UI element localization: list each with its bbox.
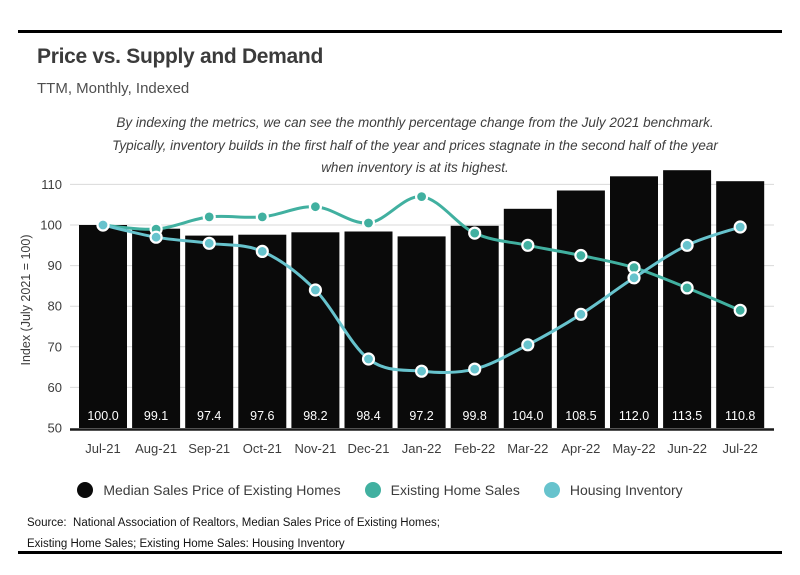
bar-label-jan-22: 97.2 — [409, 409, 433, 423]
legend-item-existing-home-sales: Existing Home Sales — [364, 482, 520, 498]
marker-existing-home-sales-oct-21 — [255, 210, 269, 224]
marker-housing-inventory-nov-21 — [308, 283, 322, 297]
bar-label-nov-21: 98.2 — [303, 409, 327, 423]
chart-annotation: By indexing the metrics, we can see the … — [70, 112, 760, 180]
bar-jan-22 — [397, 236, 446, 428]
x-tick-oct-21: Oct-21 — [243, 441, 282, 456]
marker-housing-inventory-may-22 — [627, 271, 641, 285]
bar-label-jul-21: 100.0 — [87, 409, 118, 423]
marker-housing-inventory-jan-22 — [415, 364, 429, 378]
annotation-line-3: when inventory is at its highest. — [321, 160, 509, 175]
bar-label-apr-22: 108.5 — [565, 409, 596, 423]
marker-existing-home-sales-apr-22 — [574, 248, 588, 263]
chart-subtitle: TTM, Monthly, Indexed — [37, 80, 190, 97]
bar-label-mar-22: 104.0 — [512, 409, 543, 423]
annotation-line-1: By indexing the metrics, we can see the … — [116, 115, 714, 130]
bar-label-oct-21: 97.6 — [250, 409, 274, 423]
bar-label-dec-21: 98.4 — [356, 409, 380, 423]
bar-label-jun-22: 113.5 — [672, 409, 702, 423]
marker-housing-inventory-jul-22 — [733, 220, 747, 234]
legend-dot-existing-home-sales-icon — [364, 482, 381, 498]
x-tick-jul-21: Jul-21 — [85, 441, 120, 456]
legend-dot-housing-inventory-icon — [543, 482, 560, 498]
x-tick-mar-22: Mar-22 — [507, 441, 548, 456]
y-tick-80: 80 — [48, 299, 62, 314]
page-title: Price vs. Supply and Demand — [37, 45, 323, 68]
legend-label-housing-inventory: Housing Inventory — [569, 482, 683, 498]
x-tick-aug-21: Aug-21 — [135, 441, 177, 456]
bar-feb-22 — [450, 225, 499, 428]
marker-existing-home-sales-mar-22 — [521, 238, 535, 252]
source-line-2: Existing Home Sales; Existing Home Sales… — [27, 538, 345, 550]
y-axis-title: Index (July 2021 = 100) — [19, 235, 33, 366]
marker-housing-inventory-mar-22 — [521, 338, 535, 352]
y-tick-70: 70 — [48, 339, 62, 354]
y-tick-110: 110 — [41, 177, 62, 192]
source-line-1: Source: National Association of Realtors… — [27, 517, 440, 529]
y-tick-90: 90 — [48, 258, 62, 273]
bar-label-sep-21: 97.4 — [197, 409, 221, 423]
x-tick-may-22: May-22 — [612, 441, 655, 456]
y-tick-50: 50 — [48, 421, 62, 436]
bar-aug-21 — [132, 228, 181, 428]
legend: Median Sales Price of Existing Homes Exi… — [0, 482, 760, 498]
bar-sep-21 — [185, 235, 234, 428]
marker-existing-home-sales-feb-22 — [468, 226, 482, 240]
bar-jul-21 — [79, 225, 127, 428]
x-tick-apr-22: Apr-22 — [561, 441, 600, 456]
x-tick-sep-21: Sep-21 — [188, 441, 230, 456]
marker-housing-inventory-dec-21 — [361, 352, 376, 366]
marker-housing-inventory-aug-21 — [149, 230, 163, 244]
x-tick-jul-22: Jul-22 — [722, 441, 757, 456]
bar-dec-21 — [344, 231, 393, 428]
annotation-line-2: Typically, inventory builds in the first… — [112, 137, 718, 153]
x-tick-dec-21: Dec-21 — [348, 441, 390, 456]
marker-existing-home-sales-jun-22 — [680, 281, 694, 295]
legend-item-median-sales-price: Median Sales Price of Existing Homes — [77, 482, 341, 498]
x-tick-jan-22: Jan-22 — [402, 441, 442, 456]
x-tick-nov-21: Nov-21 — [294, 441, 336, 456]
bar-label-aug-21: 99.1 — [144, 409, 168, 423]
legend-label-existing-home-sales: Existing Home Sales — [390, 482, 520, 498]
marker-housing-inventory-feb-22 — [468, 362, 482, 376]
bar-label-feb-22: 99.8 — [463, 409, 487, 423]
marker-existing-home-sales-sep-21 — [202, 210, 216, 224]
legend-dot-median-sales-price-icon — [77, 482, 94, 498]
x-tick-jun-22: Jun-22 — [667, 441, 707, 456]
bar-label-jul-22: 110.8 — [725, 409, 755, 423]
bar-label-may-22: 112.0 — [619, 409, 649, 423]
bar-nov-21 — [291, 232, 340, 428]
bar-may-22 — [610, 176, 658, 428]
marker-existing-home-sales-dec-21 — [361, 216, 376, 230]
x-tick-feb-22: Feb-22 — [454, 441, 495, 456]
y-tick-60: 60 — [48, 380, 62, 395]
marker-existing-home-sales-jul-22 — [733, 303, 747, 317]
marker-housing-inventory-apr-22 — [574, 307, 588, 321]
bottom-divider — [18, 551, 782, 554]
marker-existing-home-sales-nov-21 — [308, 200, 322, 214]
marker-housing-inventory-jun-22 — [680, 238, 694, 252]
marker-housing-inventory-sep-21 — [202, 236, 216, 250]
bar-oct-21 — [238, 234, 287, 428]
top-divider — [18, 30, 782, 33]
marker-existing-home-sales-jan-22 — [415, 190, 429, 204]
legend-label-median-sales-price: Median Sales Price of Existing Homes — [103, 482, 341, 498]
marker-housing-inventory-jul-21 — [96, 218, 110, 232]
y-tick-100: 100 — [40, 218, 62, 233]
bar-jun-22 — [663, 170, 712, 428]
legend-item-housing-inventory: Housing Inventory — [543, 482, 683, 498]
marker-housing-inventory-oct-21 — [255, 244, 269, 258]
